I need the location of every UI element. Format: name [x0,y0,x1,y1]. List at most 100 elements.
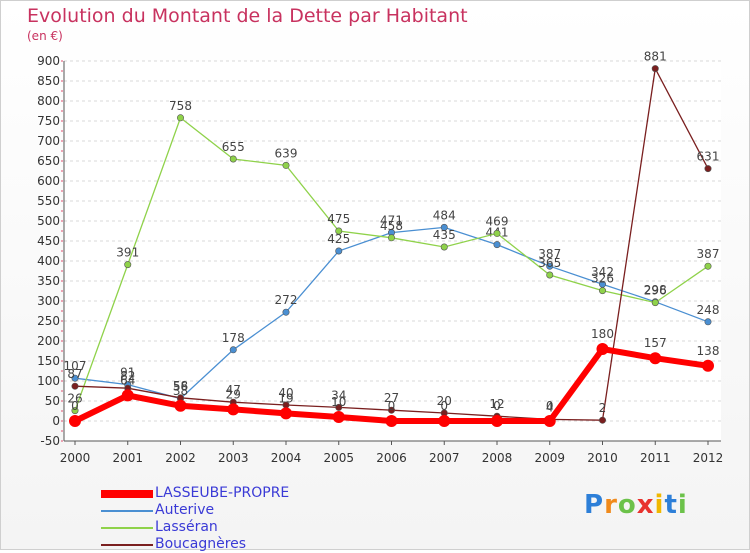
data-point [335,247,343,255]
legend-swatch [101,489,153,498]
data-label: 475 [327,212,350,226]
data-label: 58 [173,379,188,393]
y-tick-label: 550 [37,194,60,208]
x-tick-label: 2006 [376,451,407,465]
data-point [177,114,185,122]
data-point [335,227,343,235]
data-label: 138 [697,344,720,358]
x-tick-label: 2008 [482,451,513,465]
data-point [491,415,503,427]
data-label: 178 [222,331,245,345]
data-label: 91 [120,366,135,380]
data-label: 12 [489,397,504,411]
y-tick-label: 900 [37,54,60,68]
data-label: 631 [697,150,720,164]
data-point [385,415,398,427]
data-label: 27 [384,391,399,405]
logo-letter: i [654,490,665,520]
data-label: 365 [538,256,561,270]
data-label: 0 [388,399,396,413]
data-point [649,352,662,365]
data-label: 0 [440,399,448,413]
y-tick-label: 450 [37,234,60,248]
y-tick-label: -50 [40,434,60,448]
legend-swatch [101,543,153,546]
x-tick-label: 2011 [640,451,671,465]
data-point [282,308,290,316]
data-label: 19 [278,391,293,405]
data-label: 40 [278,386,293,400]
x-tick-label: 2012 [693,451,724,465]
data-point [702,359,714,372]
data-label: 0 [546,399,554,413]
data-label: 387 [538,247,561,261]
data-point [71,407,79,415]
x-tick-label: 2002 [165,451,196,465]
data-label: 435 [433,228,456,242]
chart-title: Evolution du Montant de la Dette par Hab… [27,5,468,27]
data-point [543,415,556,427]
logo-letter: x [636,490,655,520]
data-label: 342 [591,265,614,279]
data-label: 0 [71,399,79,413]
data-point [121,389,134,402]
data-label: 29 [226,387,241,401]
data-label: 26 [67,392,82,406]
data-point [71,382,79,390]
data-label: 458 [380,219,403,233]
data-point [124,261,132,269]
data-point [704,165,712,173]
plot-area [64,61,721,441]
data-point [440,223,448,231]
y-tick-label: 200 [37,334,60,348]
data-label: 469 [486,214,509,228]
legend-swatch [101,526,153,529]
logo-letter: t [664,490,678,520]
y-tick-label: 100 [37,374,60,388]
data-label: 20 [437,394,452,408]
x-tick-label: 2005 [323,451,354,465]
data-point [704,262,712,270]
y-tick-label: 50 [45,394,60,408]
data-label: 387 [697,247,720,261]
y-tick-label: 300 [37,294,60,308]
data-label: 248 [697,303,720,317]
legend-label: Boucagnères [155,536,247,552]
x-tick-label: 2001 [112,451,143,465]
data-label: 471 [380,214,403,228]
data-point [651,65,659,73]
data-point [493,241,501,249]
data-point [546,262,554,270]
x-tick-label: 2009 [534,451,565,465]
data-label: 82 [120,369,135,383]
y-tick-label: 850 [37,74,60,88]
data-label: 56 [173,380,188,394]
logo-letter: r [604,490,618,520]
logo-letter: i [677,490,688,520]
data-point [174,399,187,412]
data-point [438,415,451,427]
data-label: 157 [644,336,667,350]
data-point [69,415,81,427]
data-label: 272 [275,293,298,307]
logo-letter: P [584,490,605,520]
x-tick-label: 2010 [587,451,618,465]
y-tick-label: 650 [37,154,60,168]
legend-label: Lasséran [155,519,218,535]
data-point [598,287,606,295]
data-point [282,161,290,169]
y-tick-label: 250 [37,314,60,328]
data-point [387,406,395,414]
data-point [280,407,292,420]
y-tick-label: 600 [37,174,60,188]
data-point [71,374,79,382]
y-tick-label: 700 [37,134,60,148]
data-point [440,243,448,251]
data-point [229,155,237,163]
proxiti-logo: Proxiti [584,490,688,520]
data-label: 425 [327,232,350,246]
legend-swatch [101,509,153,512]
y-tick-label: 150 [37,354,60,368]
